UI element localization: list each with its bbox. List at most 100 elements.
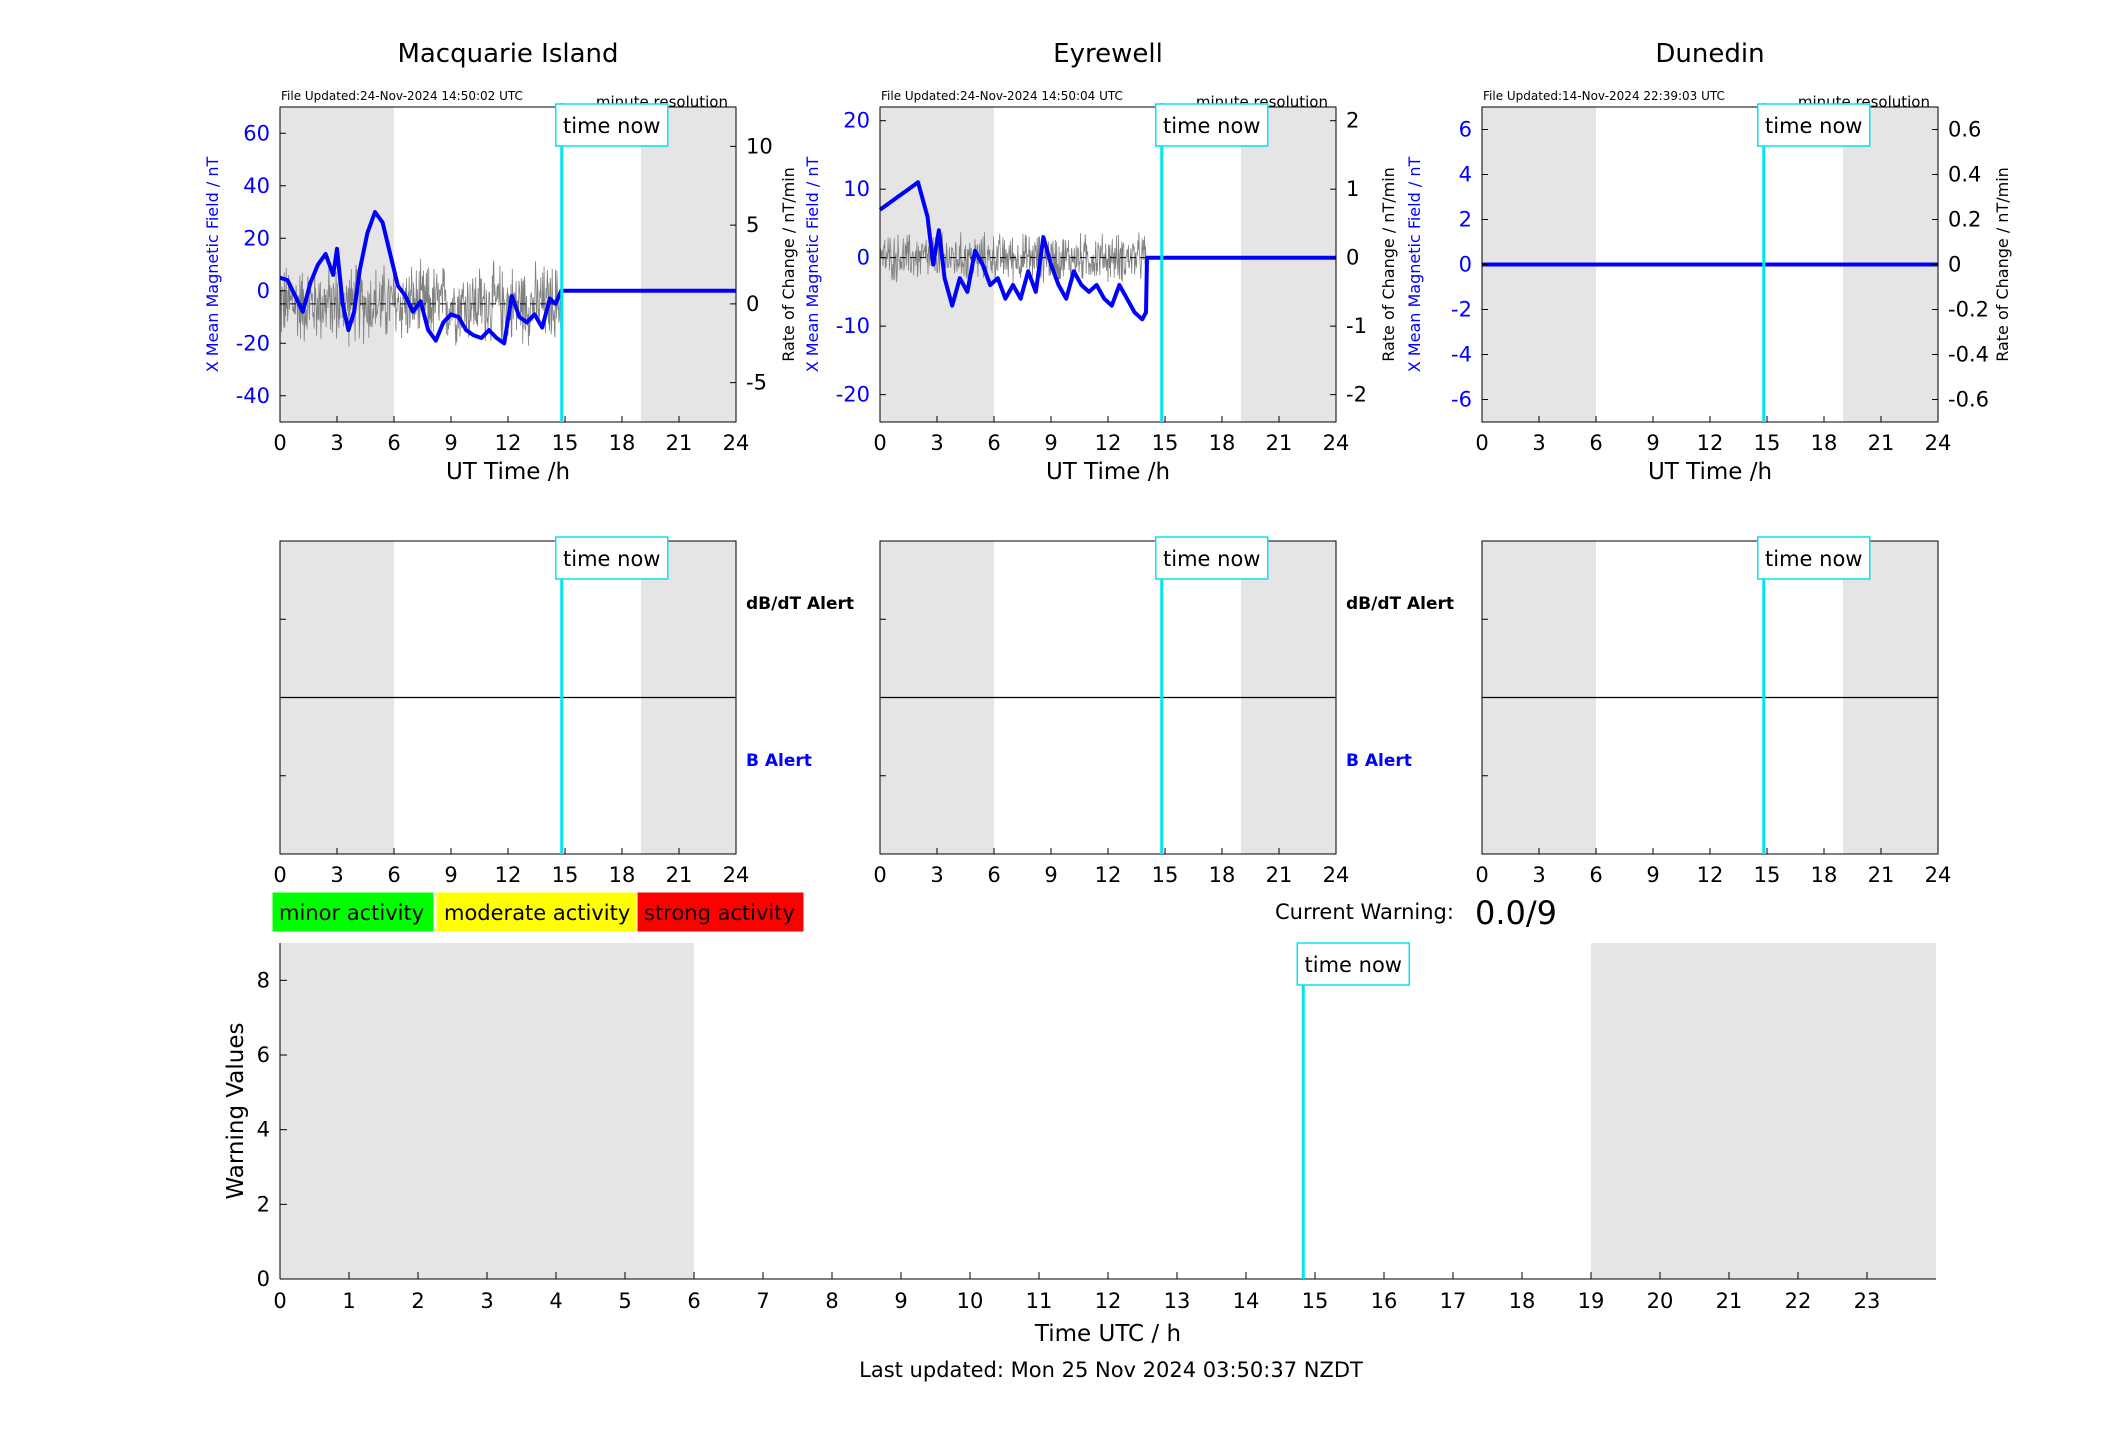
- legend-moderate-label: moderate activity: [444, 901, 630, 925]
- right-y-tick-label: -0.2: [1948, 298, 1989, 322]
- left-y-tick-label: -6: [1451, 388, 1472, 412]
- b-alert-label: B Alert: [1346, 751, 1412, 771]
- x-tick-label: 3: [930, 863, 943, 887]
- left-y-tick-label: -2: [1451, 298, 1472, 322]
- left-y-tick-label: 6: [1459, 118, 1472, 142]
- x-tick-label: 0: [873, 863, 886, 887]
- time-now-box: [1296, 942, 1411, 986]
- x-tick-label: 4: [549, 1289, 562, 1313]
- x-tick-label: 15: [552, 431, 579, 455]
- station-title: Macquarie Island: [397, 39, 618, 69]
- y-tick-label: 8: [257, 968, 270, 992]
- time-now-box: [1757, 103, 1871, 147]
- x-tick-label: 0: [1475, 863, 1488, 887]
- alert-panels: 0 3 6 9 12 15 18 21 24 dB/dT Alert B Alert time now…: [273, 536, 1951, 887]
- right-y-tick-label: 0.6: [1948, 118, 1981, 142]
- x-tick-label: 6: [387, 863, 400, 887]
- x-tick-label: 14: [1233, 1289, 1260, 1313]
- x-tick-label: 3: [1532, 863, 1545, 887]
- current-warning-label: Current Warning:: [1275, 900, 1454, 924]
- x-tick-label: 3: [330, 431, 343, 455]
- x-tick-label: 21: [1716, 1289, 1743, 1313]
- x-tick-label: 0: [873, 431, 886, 455]
- legend-strong-swatch: [636, 891, 805, 933]
- x-tick-label: 18: [1209, 863, 1236, 887]
- x-tick-label: 21: [1266, 431, 1293, 455]
- x-tick-label: 21: [1868, 863, 1895, 887]
- right-y-tick-label: 5: [746, 213, 759, 237]
- x-tick-label: 3: [1532, 431, 1545, 455]
- x-tick-label: 17: [1440, 1289, 1467, 1313]
- x-tick-label: 6: [987, 863, 1000, 887]
- x-tick-label: 24: [723, 431, 750, 455]
- right-y-tick-label: 0: [746, 292, 759, 316]
- x-tick-label: 12: [1095, 431, 1122, 455]
- x-tick-label: 24: [1323, 863, 1350, 887]
- x-tick-label: 21: [1266, 863, 1293, 887]
- x-tick-label: 22: [1785, 1289, 1812, 1313]
- x-tick-label: 5: [618, 1289, 631, 1313]
- file-updated-text: File Updated:24-Nov-2024 14:50:04 UTC: [881, 89, 1123, 103]
- x-tick-label: 9: [444, 863, 457, 887]
- x-tick-label: 6: [387, 431, 400, 455]
- left-y-tick-label: 0: [257, 279, 270, 303]
- time-now-box: [1155, 536, 1269, 580]
- right-y-axis-label: Rate of Change / nT/min: [779, 167, 798, 362]
- x-tick-label: 11: [1026, 1289, 1053, 1313]
- x-tick-label: 0: [273, 863, 286, 887]
- x-tick-label: 18: [609, 431, 636, 455]
- legend-minor-swatch: [271, 891, 435, 933]
- left-y-tick-label: 40: [243, 174, 270, 198]
- y-tick-label: 6: [257, 1043, 270, 1067]
- left-y-tick-label: -20: [836, 383, 870, 407]
- x-tick-label: 0: [1475, 431, 1488, 455]
- left-y-tick-label: -10: [836, 314, 870, 338]
- alert-panel-1: 0 3 6 9 12 15 18 21 24 dB/dT Alert B Alert time now: [273, 536, 854, 887]
- current-warning-value: 0.0/9: [1475, 894, 1557, 932]
- alert-panel-2: 0 3 6 9 12 15 18 21 24 dB/dT Alert B Alert time now: [873, 536, 1454, 887]
- x-tick-label: 12: [1697, 431, 1724, 455]
- x-tick-label: 13: [1164, 1289, 1191, 1313]
- left-y-tick-label: 60: [243, 121, 270, 145]
- right-y-tick-label: -0.4: [1948, 343, 1989, 367]
- x-tick-label: 3: [930, 431, 943, 455]
- left-y-axis-label: X Mean Magnetic Field / nT: [1405, 157, 1424, 373]
- x-tick-label: 3: [330, 863, 343, 887]
- x-axis-label: UT Time /h: [1648, 459, 1772, 485]
- x-tick-label: 21: [666, 863, 693, 887]
- x-tick-label: 7: [756, 1289, 769, 1313]
- time-now-label: time now: [1163, 114, 1260, 138]
- time-now-label: time now: [1765, 547, 1862, 571]
- night-shade: [280, 943, 694, 1279]
- right-y-axis-label: Rate of Change / nT/min: [1379, 167, 1398, 362]
- x-tick-label: 2: [411, 1289, 424, 1313]
- x-tick-label: 10: [957, 1289, 984, 1313]
- x-tick-label: 3: [480, 1289, 493, 1313]
- x-tick-label: 16: [1371, 1289, 1398, 1313]
- x-tick-label: 1: [342, 1289, 355, 1313]
- x-tick-label: 15: [1152, 431, 1179, 455]
- time-now-label: time now: [563, 547, 660, 571]
- time-now-label: time now: [1765, 114, 1862, 138]
- x-tick-label: 9: [1044, 863, 1057, 887]
- time-now-label: time now: [563, 114, 660, 138]
- right-y-tick-label: 2: [1346, 109, 1359, 133]
- time-now-box: [1155, 103, 1269, 147]
- x-tick-label: 18: [609, 863, 636, 887]
- x-tick-label: 6: [1589, 431, 1602, 455]
- right-y-tick-label: -0.6: [1948, 388, 1989, 412]
- station-panel-1: Macquarie Island 0 3 6 9 12 15 18 21 24 UT Time /h…: [203, 39, 798, 485]
- left-y-tick-label: 20: [843, 109, 870, 133]
- file-updated-text: File Updated:24-Nov-2024 14:50:02 UTC: [281, 89, 523, 103]
- y-tick-label: 2: [257, 1192, 270, 1216]
- footer-last-updated: Last updated: Mon 25 Nov 2024 03:50:37 N…: [859, 1358, 1363, 1382]
- left-y-tick-label: -4: [1451, 343, 1472, 367]
- right-y-tick-label: -2: [1346, 383, 1367, 407]
- x-tick-label: 6: [987, 431, 1000, 455]
- x-tick-label: 9: [1646, 863, 1659, 887]
- x-tick-label: 20: [1647, 1289, 1674, 1313]
- x-tick-label: 0: [273, 431, 286, 455]
- station-title: Eyrewell: [1053, 39, 1163, 69]
